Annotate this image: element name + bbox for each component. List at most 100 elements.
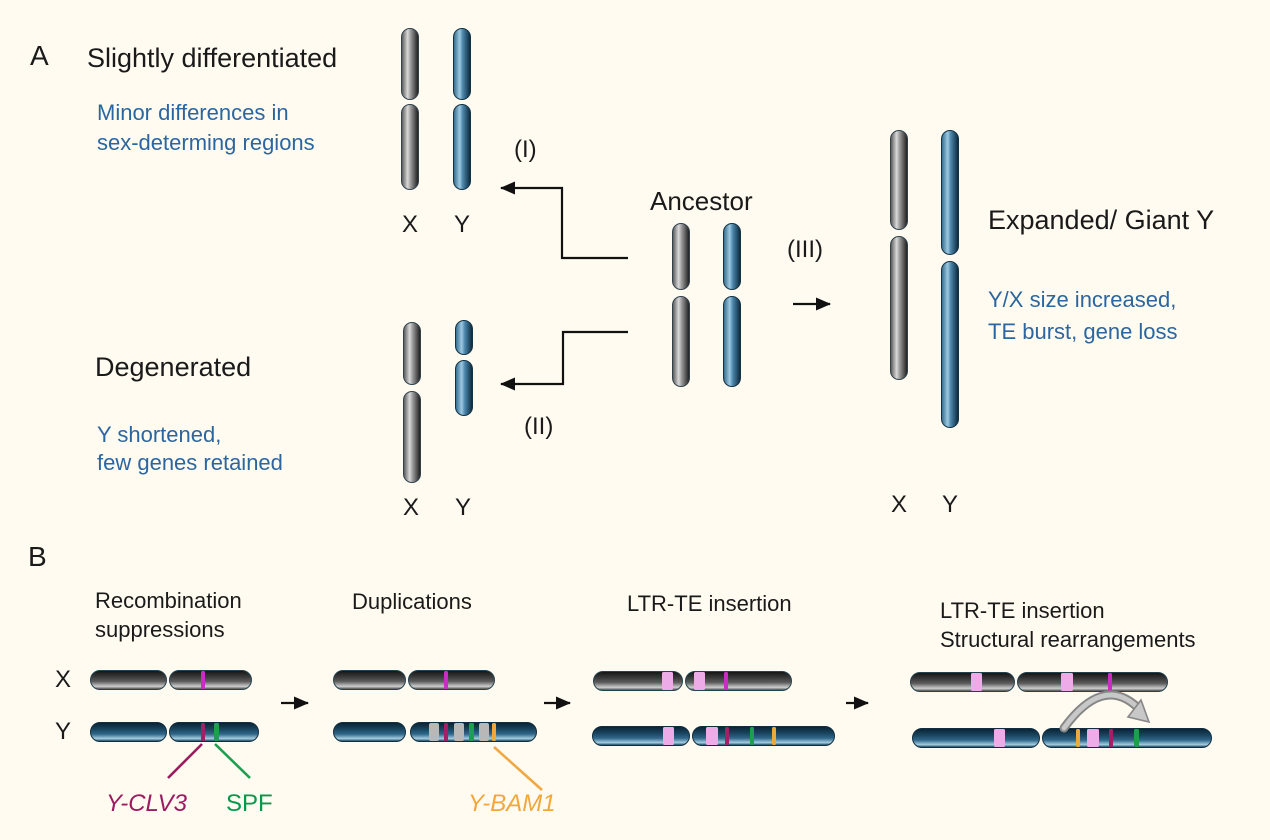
slightly-differentiated-subtitle-1: Minor differences in [97,100,289,125]
y-bam1-pointer-line [493,746,543,791]
degenerated-x-label: X [402,494,419,521]
ltr-te-band [994,729,1005,747]
clv3-band-x [201,671,205,689]
chromosome-arm [455,320,473,355]
stage1-title-line1: Recombination [95,588,242,613]
spf-band [1134,729,1139,747]
chromosome-arm [723,296,741,387]
y-clv3-band [201,723,205,741]
chromosome-arm [941,261,959,428]
chromosome-arm [453,104,471,190]
chromosome-arm [455,360,473,416]
chromosome-arm [401,28,419,100]
slightly-x-chromosome [401,28,419,190]
path-ii-label: (II) [524,413,554,440]
stage1-title-line2: suppressions [95,617,225,642]
chromosome-arm [890,130,908,230]
clv3-band-x [444,671,448,689]
ancestor-y-chromosome [723,223,741,387]
chromosome-arm [453,28,471,100]
chromosome-arm [672,223,690,290]
ltr-te-band [1061,673,1073,691]
stage1-y-right-segment [169,722,259,742]
chromosome-arm [401,104,419,190]
clv3-band-x [724,672,728,690]
stage4-x-right-segment [1017,672,1168,692]
stage2-x-right-segment [408,670,495,690]
y-clv3-band [1109,729,1113,747]
y-bam1-band [1076,729,1080,747]
spf-gene-label: SPF [226,790,273,817]
degenerated-y-label: Y [454,494,471,521]
ancestor-title: Ancestor [650,186,753,216]
stage3-y-left-segment [592,726,690,746]
y-clv3-band [725,727,729,745]
y-bam1-band [772,727,776,745]
expanded-giant-y-title: Expanded/ Giant Y [988,205,1215,235]
duplication-block [454,723,464,741]
stage4-title-line2: Structural rearrangements [940,627,1196,652]
stage4-title-line1: LTR-TE insertion [940,598,1105,623]
y-clv3-band [444,723,448,741]
ancestor-x-chromosome [672,223,690,387]
y-clv3-pointer-line [167,743,203,779]
panel-b-label: B [28,541,47,572]
chromosome-arm [672,296,690,387]
path-i-arrow [500,181,628,260]
stage3-y-right-segment [692,726,835,746]
rearrangement-arrowhead [1126,698,1151,724]
slightly-x-label: X [401,211,418,238]
stage2-y-right-segment [410,722,537,742]
stage4-x-left-segment [910,672,1015,692]
expanded-subtitle-1: Y/X size increased, [988,287,1177,312]
clv3-band-x [1108,673,1112,691]
expanded-giant-y-chromosome [941,130,959,428]
rearrangement-arc-arrow-inner [1061,692,1139,731]
degenerated-subtitle-2: few genes retained [97,450,283,475]
expanded-x-chromosome [890,130,908,380]
slightly-y-label: Y [453,211,470,238]
spf-pointer-line [214,743,251,779]
slightly-y-chromosome [453,28,471,190]
stage3-title: LTR-TE insertion [627,591,792,616]
path-ii-arrow [500,330,628,391]
ltr-te-band [706,727,718,745]
stage2-x-left-segment [333,670,406,690]
chromosome-arm [890,236,908,380]
duplication-block [429,723,439,741]
panel-b-x-row-label: X [54,666,71,693]
slightly-differentiated-title: Slightly differentiated [87,43,338,73]
chromosome-arm [941,130,959,255]
path-i-label: (I) [514,136,537,163]
panel-a-label: A [30,40,49,71]
stage3-x-right-segment [685,671,792,691]
expanded-y-label: Y [941,491,958,518]
ltr-te-band [694,672,705,690]
degenerated-subtitle-1: Y shortened, [97,422,222,447]
stage2-title: Duplications [352,589,472,614]
y-bam1-gene-label: Y-BAM1 [468,790,556,817]
stage4-y-left-segment [912,728,1040,748]
chromosome-arm [723,223,741,290]
degenerated-title: Degenerated [95,352,252,382]
stage3-x-left-segment [593,671,683,691]
expanded-subtitle-2: TE burst, gene loss [988,319,1178,344]
expanded-x-label: X [890,491,907,518]
degenerated-x-chromosome [403,322,421,483]
spf-band [469,723,474,741]
chromosome-arm [403,322,421,385]
spf-band [214,723,219,741]
ltr-te-band [971,673,982,691]
stage1-x-left-segment [90,670,167,690]
ltr-te-band [662,672,673,690]
stage2-y-left-segment [333,722,406,742]
rearrangement-arc-arrow [1059,690,1141,733]
duplication-block [479,723,489,741]
stage1-x-right-segment [169,670,252,690]
spf-band [750,727,754,745]
slightly-differentiated-subtitle-2: sex-determing regions [97,130,315,155]
chromosome-arm [403,391,421,483]
y-bam1-band [492,723,496,741]
